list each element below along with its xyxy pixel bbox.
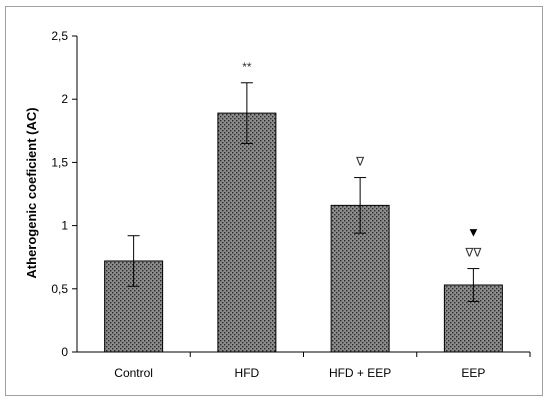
x-tick-label: Control: [114, 366, 153, 380]
error-bars-group: [127, 82, 480, 302]
y-tick-label: 2: [61, 92, 68, 106]
y-axis-ticks: 0 0,5 1 1,5 2 2,5: [51, 29, 77, 359]
y-tick-label: 1,5: [51, 155, 68, 169]
significance-marker: ∇∇: [464, 246, 482, 260]
y-tick-label: 0: [61, 345, 68, 359]
y-tick-label: 2,5: [51, 29, 68, 43]
significance-marker: ∇: [355, 155, 365, 169]
y-tick-label: 1: [61, 219, 68, 233]
x-axis-labels: Control HFD HFD + EEP EEP: [114, 352, 531, 380]
x-tick-label: HFD + EEP: [329, 366, 391, 380]
y-axis-label: Atherogenic coeficient (AC): [24, 107, 39, 278]
bar-hfd: [217, 112, 277, 353]
bars-group: [104, 112, 503, 353]
x-tick-label: HFD: [235, 366, 260, 380]
y-tick-label: 0,5: [51, 282, 68, 296]
significance-marker: **: [242, 60, 252, 74]
x-tick-label: EEP: [461, 366, 485, 380]
filled-triangle-marker: ▼: [467, 225, 480, 240]
annotations-group: **∇∇∇▼: [242, 60, 482, 260]
chart-frame: [5, 6, 543, 396]
